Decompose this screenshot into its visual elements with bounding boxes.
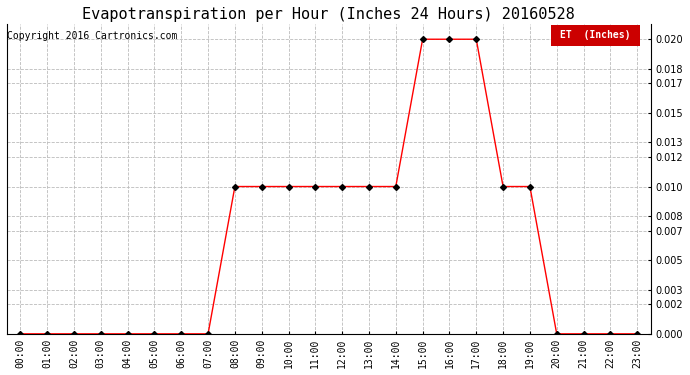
Text: Copyright 2016 Cartronics.com: Copyright 2016 Cartronics.com [7,32,177,41]
Text: ET  (Inches): ET (Inches) [560,30,631,40]
Title: Evapotranspiration per Hour (Inches 24 Hours) 20160528: Evapotranspiration per Hour (Inches 24 H… [82,7,575,22]
